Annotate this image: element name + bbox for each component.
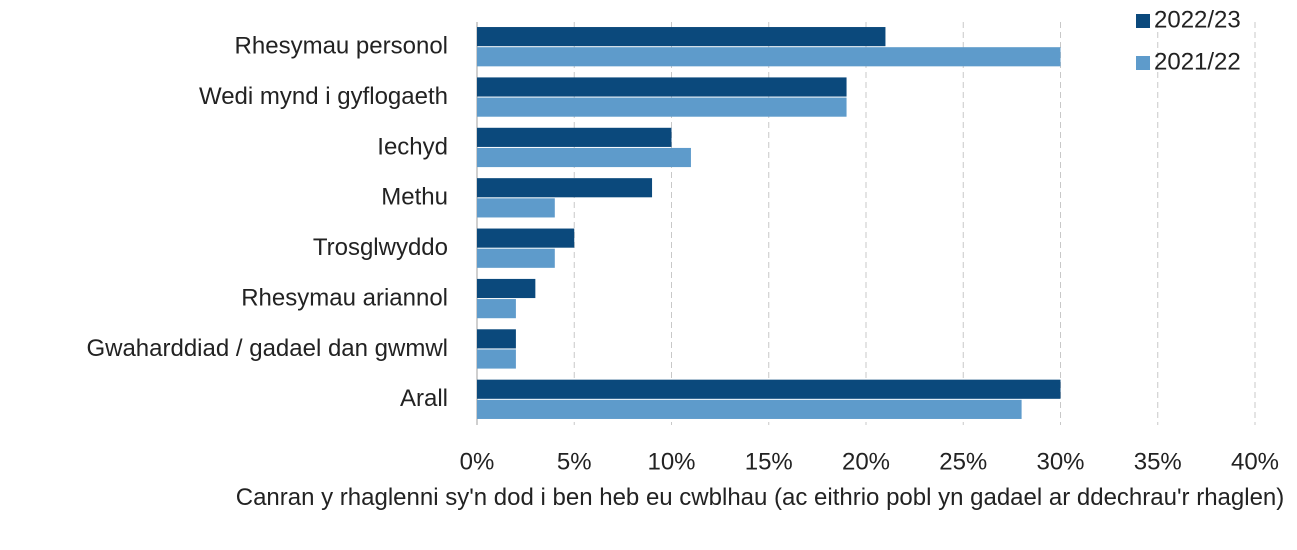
y-tick-label: Trosglwyddo	[313, 234, 448, 261]
y-tick-label: Methu	[381, 184, 448, 211]
bar	[477, 349, 516, 369]
x-axis-label: Canran y rhaglenni sy'n dod i ben heb eu…	[235, 484, 1285, 511]
bar	[477, 147, 691, 168]
x-tick-label: 25%	[939, 448, 987, 475]
bar	[477, 248, 555, 268]
y-tick-label: Rhesymau ariannol	[241, 284, 448, 311]
x-tick-label: 10%	[647, 448, 695, 475]
bar	[477, 399, 1022, 419]
bar	[477, 299, 516, 319]
y-tick-label: Wedi mynd i gyflogaeth	[199, 83, 448, 110]
x-tick-label: 15%	[745, 448, 793, 475]
bar	[477, 278, 536, 299]
x-tick-label: 30%	[1036, 448, 1084, 475]
y-tick-label: Rhesymau personol	[235, 33, 448, 60]
legend-swatch	[1136, 14, 1150, 28]
x-tick-label: 35%	[1134, 448, 1182, 475]
y-tick-label: Gwaharddiad / gadael dan gwmwl	[86, 335, 448, 362]
y-tick-label: Iechyd	[377, 133, 448, 160]
bar	[477, 198, 555, 218]
bar	[477, 47, 1061, 67]
bar	[477, 379, 1061, 399]
x-tick-label: 40%	[1231, 448, 1279, 475]
bar	[477, 178, 653, 198]
x-tick-label: 5%	[557, 448, 592, 475]
legend-label: 2021/22	[1154, 48, 1241, 75]
x-tick-label: 0%	[460, 448, 495, 475]
bar	[477, 228, 575, 248]
bar	[477, 97, 847, 117]
x-tick-label: 20%	[842, 448, 890, 475]
y-tick-label: Arall	[400, 385, 448, 412]
bar	[477, 127, 672, 147]
legend-label: 2022/23	[1154, 6, 1241, 33]
bar	[477, 27, 886, 47]
legend-swatch	[1136, 56, 1150, 70]
bar	[477, 77, 847, 97]
bar	[477, 329, 516, 349]
